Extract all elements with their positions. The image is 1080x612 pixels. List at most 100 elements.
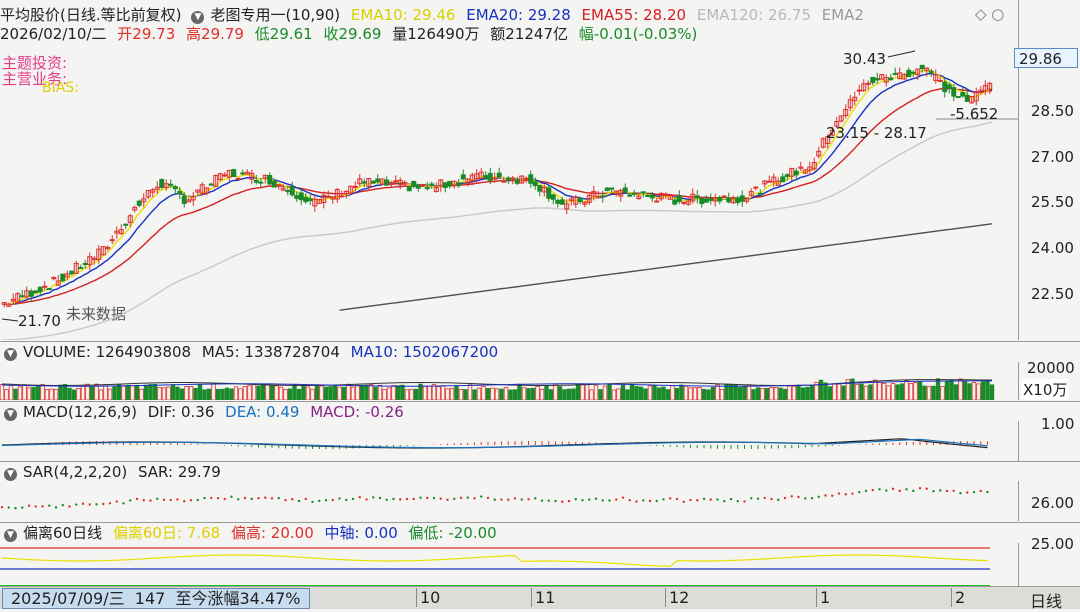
candle-body <box>208 183 214 186</box>
candle-body <box>298 192 304 201</box>
sar-dot <box>95 503 98 506</box>
volume-bar <box>773 387 779 400</box>
volume-bar <box>8 385 14 400</box>
template-name[interactable]: 老图专用一(10,90) <box>210 6 341 24</box>
sar-dot <box>392 497 395 501</box>
candle-body <box>213 174 219 187</box>
sar-dot <box>493 498 496 501</box>
sar-dot <box>230 495 233 498</box>
candle-body <box>649 194 655 199</box>
volume-bar <box>643 388 648 400</box>
bias-tick: 25.00 <box>1031 535 1074 553</box>
volume-bar <box>53 388 59 400</box>
sar-dot <box>21 506 24 509</box>
candle-body <box>132 206 138 211</box>
sar-dot <box>588 498 591 501</box>
candle-body <box>375 178 381 183</box>
volume-bar <box>877 381 882 400</box>
sar-dot <box>311 500 314 504</box>
volume-bar <box>751 389 756 400</box>
sar-dot <box>702 497 706 500</box>
sar-dot <box>14 506 17 510</box>
volume-bar <box>215 388 221 400</box>
candle-body <box>514 179 520 184</box>
sar-dot <box>925 487 928 490</box>
sar-dot <box>486 496 490 500</box>
sar-dot <box>851 492 854 495</box>
sar-dot <box>68 505 71 508</box>
volume-bar <box>967 383 972 400</box>
chart-settings-icons[interactable]: ◇ ○ <box>975 5 1005 23</box>
volume-bar <box>193 387 198 400</box>
period-label[interactable]: 日线 <box>1030 592 1063 611</box>
volume-bar <box>832 383 837 400</box>
macd-chart[interactable] <box>0 421 1018 461</box>
candle-body <box>100 246 106 256</box>
volume-collapse-icon[interactable]: ▼ <box>4 348 17 361</box>
candle-body <box>361 181 367 184</box>
price-chart[interactable]: 30.43 21.70 23.15 - 28.17 -5.652 <box>0 45 1018 340</box>
sar-collapse-icon[interactable]: ▼ <box>4 468 17 481</box>
volume-bar <box>130 385 135 400</box>
quote-volume: 量126490万 <box>392 25 480 43</box>
volume-bar <box>305 386 311 400</box>
template-dropdown-icon[interactable]: ▼ <box>191 11 205 24</box>
volume-bar <box>845 379 851 400</box>
volume-bar <box>310 388 315 400</box>
sar-dot <box>817 495 820 498</box>
volume-bar <box>292 384 297 400</box>
main-chart-header: 平均股价(日线.等比前复权) ▼ 老图专用一(10,90) EMA10: 29.46… <box>0 5 1018 25</box>
candle-body <box>694 195 700 199</box>
candle-body <box>177 190 183 195</box>
candle-body <box>33 290 39 294</box>
volume-bar <box>116 384 122 400</box>
sar-dot <box>736 499 739 503</box>
volume-bar <box>94 383 99 400</box>
quote-date: 2026/02/10/二 <box>0 25 107 43</box>
volume-bar <box>728 384 734 400</box>
volume-bar <box>220 388 225 400</box>
time-axis-bar: 2025/07/09/三 147 至今涨幅34.47% 10 11 12 1 2… <box>0 586 1080 611</box>
candle-body <box>231 169 237 178</box>
sar-dot <box>189 498 193 502</box>
candle-body <box>289 186 295 196</box>
volume-bar <box>332 385 338 400</box>
volume-bar <box>463 389 468 400</box>
candle-body <box>528 174 534 184</box>
candle-body <box>744 197 750 202</box>
bias-chart[interactable] <box>0 543 1018 586</box>
volume-bar <box>557 386 563 400</box>
sar-dot <box>581 498 584 502</box>
volume-bar <box>859 383 864 400</box>
macd-axis: 1.00 <box>1018 415 1080 461</box>
volume-bar <box>260 383 266 400</box>
candle-body <box>442 182 448 188</box>
volume-bar <box>562 389 567 400</box>
sar-dot <box>284 499 287 502</box>
quote-amount: 额21247亿 <box>490 25 568 43</box>
sar-chart[interactable] <box>0 481 1018 521</box>
candle-body <box>217 173 223 181</box>
sar-header: ▼ SAR(4,2,2,20) SAR: 29.79 <box>0 461 1080 482</box>
candle-body <box>672 199 678 205</box>
volume-bar <box>71 389 77 400</box>
macd-collapse-icon[interactable]: ▼ <box>4 408 17 421</box>
volume-bar <box>836 383 842 400</box>
volume-bar <box>499 388 504 400</box>
candle-body <box>141 198 147 203</box>
sar-dot <box>196 498 199 502</box>
cursor-info: 2025/07/09/三 147 至今涨幅34.47% <box>2 588 310 609</box>
candle-body <box>609 187 615 190</box>
bias-collapse-icon[interactable]: ▼ <box>4 529 17 542</box>
sar-dot <box>864 489 868 493</box>
candle-body <box>429 183 435 186</box>
sar-dot <box>642 499 645 502</box>
volume-bar <box>652 385 657 400</box>
volume-bar <box>242 386 248 400</box>
candle-body <box>942 81 948 93</box>
volume-bar <box>319 385 324 400</box>
sar-dot <box>365 498 368 501</box>
volume-chart[interactable] <box>0 362 1018 400</box>
volume-bar <box>341 386 347 400</box>
volume-bar <box>868 384 873 400</box>
